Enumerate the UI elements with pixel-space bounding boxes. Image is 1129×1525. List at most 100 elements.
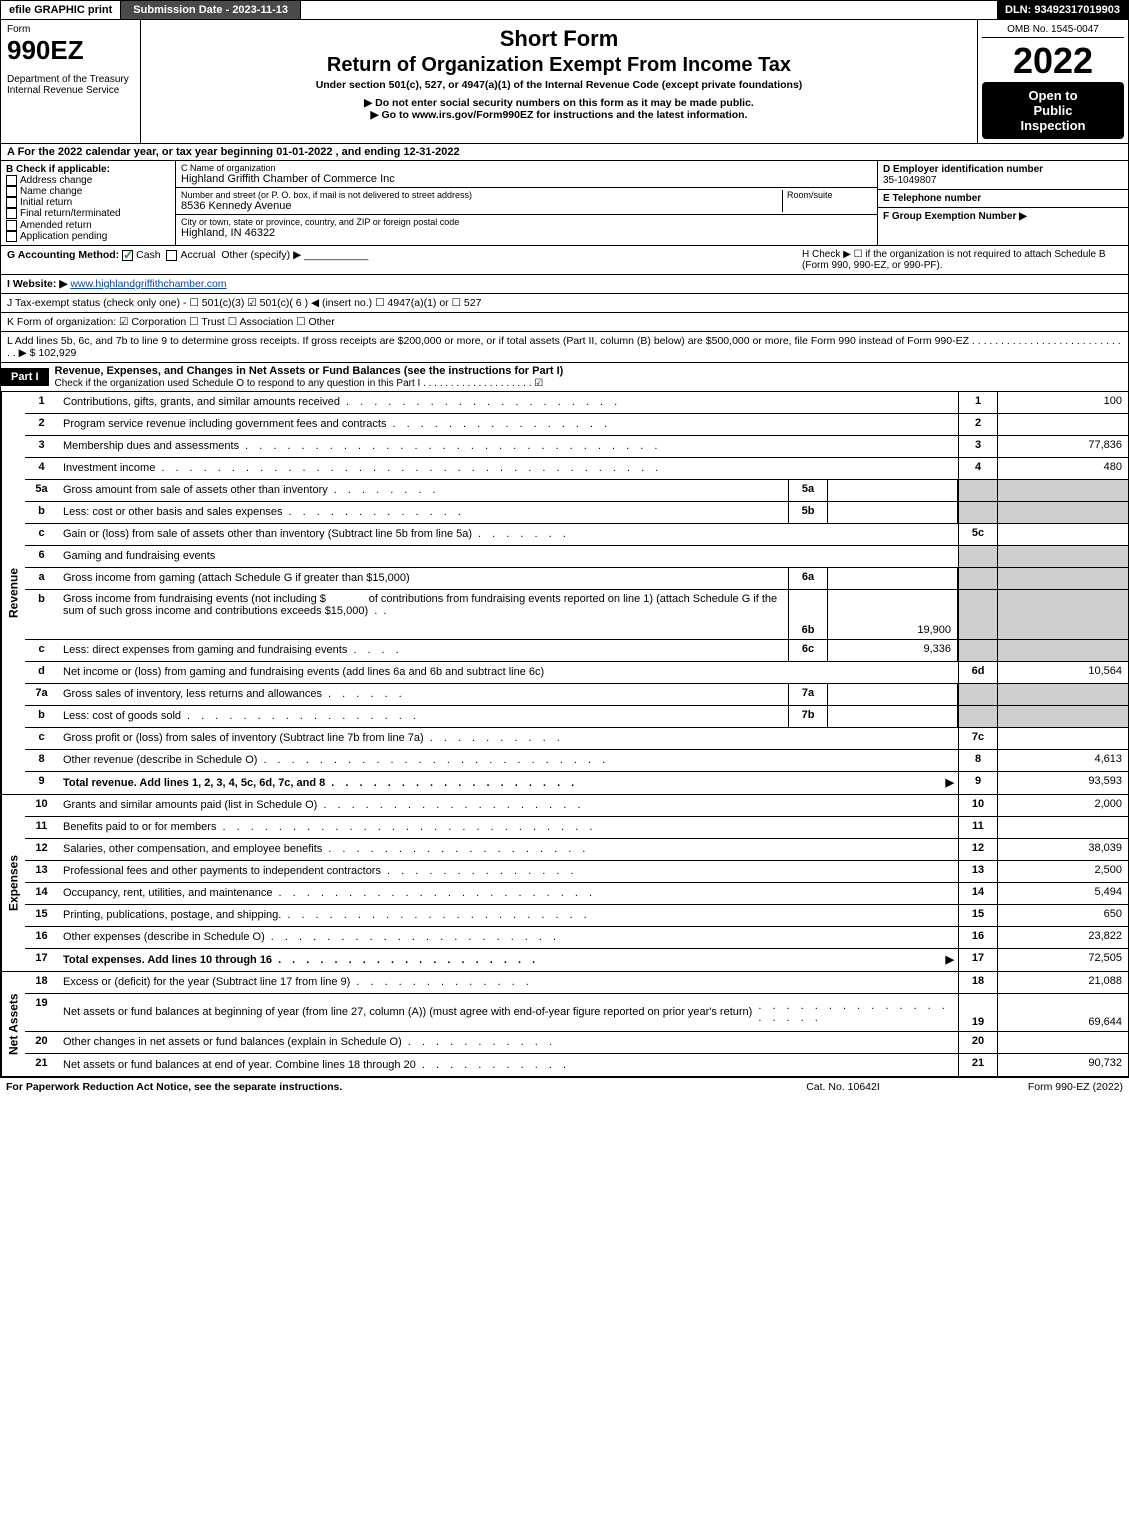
line-5c: c Gain or (loss) from sale of assets oth… <box>25 524 1128 546</box>
column-b-checkboxes: B Check if applicable: Address change Na… <box>1 161 176 245</box>
ein-row: D Employer identification number 35-1049… <box>878 161 1128 190</box>
net-assets-side-label: Net Assets <box>1 972 25 1076</box>
line-6a-value <box>828 568 958 589</box>
part-i-title: Revenue, Expenses, and Changes in Net As… <box>49 363 1128 391</box>
line-14-value: 5,494 <box>998 883 1128 904</box>
check-amended-return[interactable]: Amended return <box>6 220 170 231</box>
line-20: 20 Other changes in net assets or fund b… <box>25 1032 1128 1054</box>
line-5c-value <box>998 524 1128 545</box>
line-6b: b Gross income from fundraising events (… <box>25 590 1128 640</box>
footer-paperwork: For Paperwork Reduction Act Notice, see … <box>6 1081 743 1093</box>
line-7b-value <box>828 706 958 727</box>
line-6: 6 Gaming and fundraising events <box>25 546 1128 568</box>
line-7a: 7a Gross sales of inventory, less return… <box>25 684 1128 706</box>
revenue-lines: 1 Contributions, gifts, grants, and simi… <box>25 392 1128 794</box>
column-d-ein: D Employer identification number 35-1049… <box>878 161 1128 245</box>
room-suite-label: Room/suite <box>787 190 872 200</box>
expenses-side-label: Expenses <box>1 795 25 971</box>
org-name-row: C Name of organization Highland Griffith… <box>176 161 877 188</box>
line-9-value: 93,593 <box>998 772 1128 794</box>
line-11-value <box>998 817 1128 838</box>
row-k-form-org: K Form of organization: ☑ Corporation ☐ … <box>0 313 1129 332</box>
org-street: 8536 Kennedy Avenue <box>181 200 782 212</box>
row-i-website: I Website: ▶ www.highlandgriffithchamber… <box>0 275 1129 294</box>
org-street-row: Number and street (or P. O. box, if mail… <box>176 188 877 215</box>
org-name: Highland Griffith Chamber of Commerce In… <box>181 173 872 185</box>
line-7a-value <box>828 684 958 705</box>
line-12-value: 38,039 <box>998 839 1128 860</box>
line-3: 3 Membership dues and assessments. . . .… <box>25 436 1128 458</box>
title-return: Return of Organization Exempt From Incom… <box>145 54 973 77</box>
check-accrual[interactable] <box>166 250 177 261</box>
section-a-calendar-year: A For the 2022 calendar year, or tax yea… <box>0 144 1129 161</box>
row-g-h: G Accounting Method: Cash Accrual Other … <box>0 246 1129 275</box>
info-block: B Check if applicable: Address change Na… <box>0 161 1129 246</box>
gross-receipts-amount: 102,929 <box>38 347 76 359</box>
accounting-method: G Accounting Method: Cash Accrual Other … <box>7 249 802 271</box>
row-j-tax-exempt: J Tax-exempt status (check only one) - ☐… <box>0 294 1129 313</box>
line-12: 12 Salaries, other compensation, and emp… <box>25 839 1128 861</box>
line-13: 13 Professional fees and other payments … <box>25 861 1128 883</box>
expenses-section: Expenses 10 Grants and similar amounts p… <box>0 795 1129 972</box>
dept-label: Department of the Treasury Internal Reve… <box>7 74 134 96</box>
line-18: 18 Excess or (deficit) for the year (Sub… <box>25 972 1128 994</box>
ein-value: 35-1049807 <box>883 175 1123 186</box>
line-6d: d Net income or (loss) from gaming and f… <box>25 662 1128 684</box>
line-14: 14 Occupancy, rent, utilities, and maint… <box>25 883 1128 905</box>
expenses-lines: 10 Grants and similar amounts paid (list… <box>25 795 1128 971</box>
revenue-side-label: Revenue <box>1 392 25 794</box>
line-1-value: 100 <box>998 392 1128 413</box>
net-assets-lines: 18 Excess or (deficit) for the year (Sub… <box>25 972 1128 1076</box>
line-5a: 5a Gross amount from sale of assets othe… <box>25 480 1128 502</box>
check-initial-return[interactable]: Initial return <box>6 197 170 208</box>
line-3-value: 77,836 <box>998 436 1128 457</box>
line-4: 4 Investment income. . . . . . . . . . .… <box>25 458 1128 480</box>
line-6c-value: 9,336 <box>828 640 958 661</box>
line-11: 11 Benefits paid to or for members. . . … <box>25 817 1128 839</box>
line-8-value: 4,613 <box>998 750 1128 771</box>
check-final-return[interactable]: Final return/terminated <box>6 208 170 219</box>
website-link[interactable]: www.highlandgriffithchamber.com <box>70 278 226 290</box>
line-18-value: 21,088 <box>998 972 1128 993</box>
check-address-change[interactable]: Address change <box>6 175 170 186</box>
line-8: 8 Other revenue (describe in Schedule O)… <box>25 750 1128 772</box>
line-19-value: 69,644 <box>998 994 1128 1031</box>
line-13-value: 2,500 <box>998 861 1128 882</box>
line-21-value: 90,732 <box>998 1054 1128 1076</box>
line-16-value: 23,822 <box>998 927 1128 948</box>
omb-number: OMB No. 1545-0047 <box>982 24 1124 38</box>
part-i-badge: Part I <box>1 368 49 386</box>
revenue-section: Revenue 1 Contributions, gifts, grants, … <box>0 392 1129 795</box>
line-7c-value <box>998 728 1128 749</box>
line-10-value: 2,000 <box>998 795 1128 816</box>
schedule-b-note: H Check ▶ ☐ if the organization is not r… <box>802 249 1122 271</box>
org-city: Highland, IN 46322 <box>181 227 872 239</box>
line-1: 1 Contributions, gifts, grants, and simi… <box>25 392 1128 414</box>
net-assets-section: Net Assets 18 Excess or (deficit) for th… <box>0 972 1129 1077</box>
form-number-block: Form 990EZ Department of the Treasury In… <box>1 20 141 143</box>
line-5b-value <box>828 502 958 523</box>
check-name-change[interactable]: Name change <box>6 186 170 197</box>
row-l-gross-receipts: L Add lines 5b, 6c, and 7b to line 9 to … <box>0 332 1129 363</box>
line-10: 10 Grants and similar amounts paid (list… <box>25 795 1128 817</box>
line-17-value: 72,505 <box>998 949 1128 971</box>
check-cash[interactable] <box>122 250 133 261</box>
footer-formid: Form 990-EZ (2022) <box>943 1081 1123 1093</box>
line-6d-value: 10,564 <box>998 662 1128 683</box>
inspection-badge: Open to Public Inspection <box>982 82 1124 139</box>
line-6a: a Gross income from gaming (attach Sched… <box>25 568 1128 590</box>
line-5b: b Less: cost or other basis and sales ex… <box>25 502 1128 524</box>
line-7b: b Less: cost of goods sold. . . . . . . … <box>25 706 1128 728</box>
line-15-value: 650 <box>998 905 1128 926</box>
efile-label[interactable]: efile GRAPHIC print <box>1 1 121 19</box>
check-application-pending[interactable]: Application pending <box>6 231 170 242</box>
topbar-spacer <box>301 1 997 19</box>
line-2: 2 Program service revenue including gove… <box>25 414 1128 436</box>
line-20-value <box>998 1032 1128 1053</box>
title-short-form: Short Form <box>145 26 973 52</box>
line-9: 9 Total revenue. Add lines 1, 2, 3, 4, 5… <box>25 772 1128 794</box>
line-4-value: 480 <box>998 458 1128 479</box>
top-bar: efile GRAPHIC print Submission Date - 20… <box>0 0 1129 20</box>
line-15: 15 Printing, publications, postage, and … <box>25 905 1128 927</box>
subtitle: Under section 501(c), 527, or 4947(a)(1)… <box>145 79 973 91</box>
